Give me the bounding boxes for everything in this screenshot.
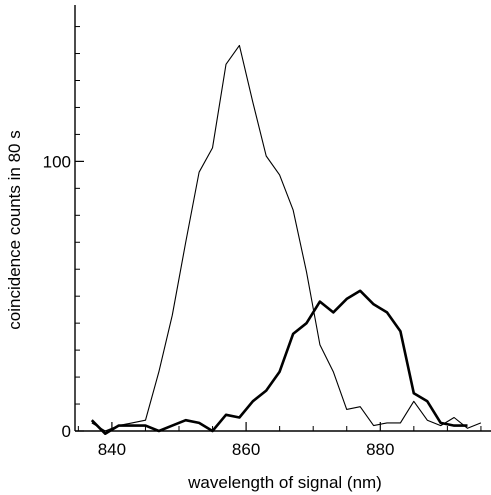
- axis-ticks: [75, 26, 482, 432]
- series-line-thick: [90, 289, 468, 436]
- x-tick-label: 840: [98, 440, 126, 459]
- tick-labels: 840 860 880 0 100: [43, 152, 395, 459]
- series-layer: [90, 44, 482, 436]
- y-axis-label: coincidence counts in 80 s: [5, 130, 24, 329]
- y-tick-label: 100: [43, 152, 71, 171]
- x-tick-label: 880: [366, 440, 394, 459]
- x-axis-label: wavelength of signal (nm): [187, 473, 382, 492]
- plot-frame: [74, 5, 491, 432]
- y-tick-label: 0: [62, 422, 71, 441]
- series-line-thin: [91, 44, 482, 432]
- x-tick-label: 860: [232, 440, 260, 459]
